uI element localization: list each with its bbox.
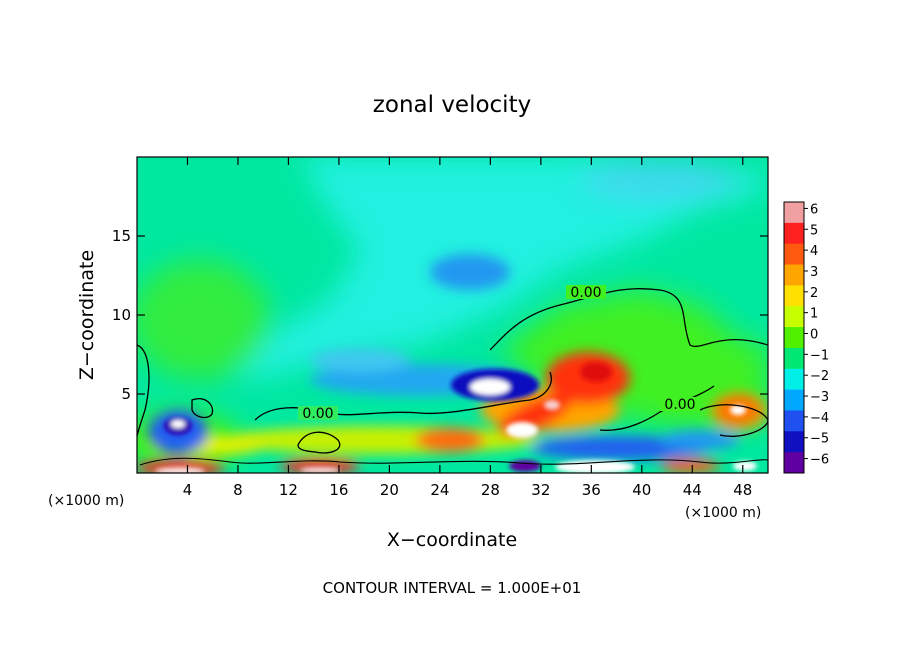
y-axis-ticks: 5 10 15: [112, 227, 768, 403]
blue-lower-band-2: [660, 430, 740, 450]
x-tick-label: 44: [683, 481, 702, 499]
colorbar-swatch: [784, 452, 804, 474]
white-left-core: [171, 420, 185, 428]
contour-label-bg-middle: [298, 406, 338, 420]
purple-bottom-core: [509, 460, 541, 472]
colorbar-label: −4: [810, 411, 829, 426]
zero-contour-small-loop: [297, 431, 341, 454]
zero-contour-upper: [489, 288, 768, 351]
colorbar-label: 3: [810, 265, 818, 280]
white-bottom-core-2: [733, 461, 757, 471]
contour-interval: CONTOUR INTERVAL = 1.000E+01: [323, 579, 582, 597]
chart-title: zonal velocity: [373, 92, 531, 118]
white-bottom-core-3: [155, 467, 205, 473]
orange-lower-left: [415, 428, 485, 452]
white-bottom-core-4: [300, 467, 340, 473]
x-tick-label: 36: [582, 481, 601, 499]
colorbar-label: 6: [810, 202, 818, 217]
blue-mid-band-2: [310, 348, 410, 372]
colorbar-label: −2: [810, 369, 829, 384]
x-tick-label: 40: [632, 481, 651, 499]
x-tick-label: 12: [279, 481, 298, 499]
x-tick-label: 32: [531, 481, 550, 499]
contour-label-middle: 0.00: [302, 406, 333, 422]
zero-contour-bottom: [139, 457, 768, 466]
contour-label-bg-right: [660, 397, 700, 411]
contour-label-right: 0.00: [664, 397, 695, 413]
x-tick-label: 28: [481, 481, 500, 499]
white-max-core-1: [506, 422, 538, 438]
colorbar-swatch: [784, 410, 804, 432]
colorbar-label: −6: [810, 453, 829, 468]
x-unit-right: (×1000 m): [685, 505, 761, 521]
x-axis-ticks: 4 8 12 16 20 24 28 32 36 40 44 48: [183, 157, 752, 499]
left-green-region: [137, 260, 270, 380]
x-tick-label: 16: [329, 481, 348, 499]
zero-contour-left-edge: [137, 344, 150, 437]
colorbar-swatch: [784, 264, 804, 286]
white-minimum-core: [470, 379, 510, 395]
contour-label-bg-upper: [566, 285, 606, 299]
colorbar-frame: [783, 201, 805, 474]
colorbar-label: 0: [810, 328, 818, 343]
velocity-field: [137, 157, 768, 473]
colorbar-swatch: [784, 368, 804, 391]
x-unit-left: (×1000 m): [48, 493, 124, 509]
colorbar-swatch: [784, 347, 804, 370]
zero-contour-right: [599, 385, 715, 431]
x-tick-label: 20: [380, 481, 399, 499]
y-tick-label: 15: [112, 227, 131, 245]
colorbar-label: −3: [810, 390, 829, 405]
contour-label-upper: 0.00: [570, 285, 601, 301]
colorbar-swatch: [784, 306, 804, 328]
colorbar-swatch: [784, 222, 804, 245]
dark-red-core: [580, 362, 612, 382]
colorbar-swatch: [784, 431, 804, 453]
colorbar-label: −1: [810, 348, 829, 363]
white-right-core: [730, 405, 746, 415]
x-tick-label: 48: [733, 481, 752, 499]
colorbar-label: 4: [810, 244, 818, 259]
zero-contour-left-loop: [191, 398, 214, 419]
colorbar-swatch: [784, 389, 804, 411]
colorbar-label: 5: [810, 223, 818, 238]
x-axis-label: X−coordinate: [387, 529, 517, 551]
colorbar-label: 2: [810, 286, 818, 301]
colorbar-label: −5: [810, 432, 829, 447]
x-tick-label: 4: [183, 481, 193, 499]
colorbar-swatch: [784, 285, 804, 307]
y-tick-label: 5: [121, 385, 131, 403]
x-tick-label: 24: [430, 481, 449, 499]
colorbar-swatch: [784, 327, 804, 349]
y-tick-label: 10: [112, 306, 131, 324]
colorbar: 6 5 4 3 2 1 0 −1 −2 −3 −4 −5 −6: [783, 201, 829, 474]
yellow-lower-band: [220, 426, 540, 454]
x-tick-label: 8: [233, 481, 243, 499]
colorbar-swatch: [784, 202, 804, 224]
white-max-core-2: [544, 400, 560, 410]
y-axis-label: Z−coordinate: [76, 250, 98, 380]
colorbar-label: 1: [810, 307, 818, 322]
colorbar-swatch: [784, 243, 804, 266]
blue-upper-patch: [430, 254, 510, 290]
upper-right-blue-region: [580, 160, 740, 200]
